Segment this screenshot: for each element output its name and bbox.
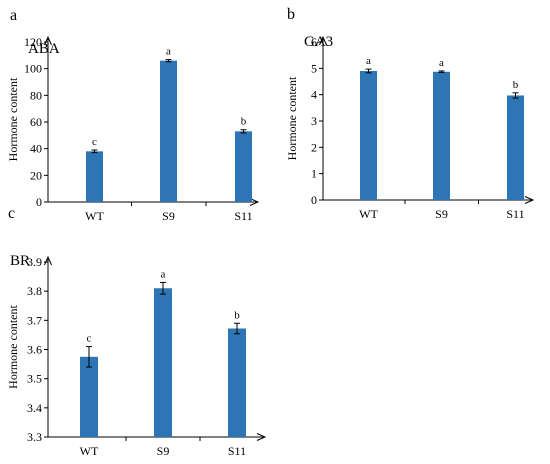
bar	[360, 70, 377, 200]
bar	[235, 131, 252, 202]
significance-label: a	[439, 57, 444, 69]
y-tick-label: 3.5	[27, 372, 42, 386]
y-tick-label: 3.3	[27, 430, 42, 444]
x-tick-label: WT	[359, 207, 378, 221]
y-tick-label: 2	[311, 140, 317, 154]
y-tick-label: 40	[30, 142, 42, 156]
x-tick-label: S9	[157, 444, 170, 458]
y-tick-label: 120	[24, 35, 42, 49]
bar	[86, 151, 103, 202]
chart-panel-c: c BR Hormone content 3.3 3.4 3.5 3.6 3.7 3.8 3.9 c…	[6, 205, 267, 458]
x-tick-label: S9	[435, 207, 448, 221]
y-tick-label: 1	[311, 167, 317, 181]
panel-letter: b	[287, 6, 295, 23]
x-tick-label: S11	[234, 209, 252, 223]
y-tick-label: 3.8	[27, 284, 42, 298]
x-tick-label: S9	[162, 209, 175, 223]
y-axis-label: Hormone content	[6, 77, 20, 161]
significance-label: a	[161, 268, 166, 280]
x-axis-arrow	[249, 198, 260, 206]
significance-label: c	[92, 136, 97, 148]
chart-title: BR	[10, 253, 30, 269]
significance-label: a	[366, 55, 371, 67]
y-tick-label: 3.7	[27, 313, 42, 327]
bar	[80, 356, 98, 437]
x-axis-arrow	[256, 433, 267, 441]
x-axis-arrow	[524, 196, 535, 204]
bar	[154, 288, 172, 437]
y-tick-label: 6	[311, 35, 317, 49]
significance-label: c	[87, 333, 92, 345]
y-tick-label: 3.4	[27, 401, 42, 415]
chart-panel-b: b GA3 Hormone content 0 1 2 3 4 5 6 a WT a S9 b S11	[285, 6, 535, 221]
y-tick-label: 3.9	[27, 255, 42, 269]
y-axis-label: Hormone content	[285, 76, 299, 160]
x-tick-label: S11	[506, 207, 524, 221]
y-tick-label: 0	[36, 195, 42, 209]
chart-title: GA3	[304, 34, 333, 50]
y-tick-label: 100	[24, 62, 42, 76]
significance-label: a	[166, 46, 171, 58]
bar	[507, 95, 524, 200]
x-tick-label: WT	[80, 444, 99, 458]
x-tick-label: S11	[228, 444, 246, 458]
y-tick-label: 60	[30, 115, 42, 129]
significance-label: b	[513, 79, 519, 91]
panel-letter: c	[8, 205, 15, 222]
chart-panel-a: a ABA Hormone content 0 20 40 60 80 100 120 c WT a S9…	[6, 7, 260, 223]
panel-letter: a	[10, 7, 17, 24]
bar	[228, 328, 246, 437]
y-tick-label: 0	[311, 193, 317, 207]
y-tick-label: 80	[30, 88, 42, 102]
y-axis-label: Hormone content	[6, 305, 20, 389]
chart-title: ABA	[28, 41, 60, 57]
bar	[433, 71, 450, 200]
y-tick-label: 3	[311, 114, 317, 128]
significance-label: b	[234, 309, 240, 321]
y-tick-label: 3.6	[27, 343, 42, 357]
significance-label: b	[241, 116, 247, 128]
x-tick-label: WT	[85, 209, 104, 223]
bar	[160, 60, 177, 202]
y-tick-label: 20	[30, 168, 42, 182]
y-tick-label: 4	[311, 88, 317, 102]
y-tick-label: 5	[311, 61, 317, 75]
